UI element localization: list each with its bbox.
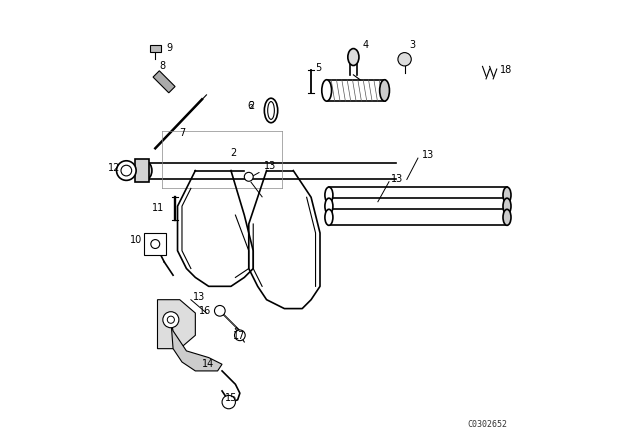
Bar [153,71,175,93]
Circle shape [151,240,160,249]
Text: 13: 13 [193,293,205,302]
Text: 6: 6 [247,101,253,111]
Bar [135,159,148,182]
Circle shape [121,165,132,176]
Circle shape [222,396,236,409]
Text: 4: 4 [362,40,369,50]
Ellipse shape [503,198,511,214]
Ellipse shape [264,98,278,123]
Text: 7: 7 [179,128,185,138]
Bar [144,233,166,255]
Bar [150,44,161,52]
Circle shape [398,52,412,66]
Text: 18: 18 [500,65,513,75]
Text: 3: 3 [409,40,415,50]
Ellipse shape [322,80,332,101]
Text: 17: 17 [233,331,246,341]
Circle shape [167,316,175,323]
Circle shape [214,306,225,316]
Ellipse shape [503,209,511,225]
Text: 15: 15 [225,393,237,403]
Text: 11: 11 [152,203,164,213]
Text: 2: 2 [248,101,254,111]
Ellipse shape [268,102,275,119]
Text: 14: 14 [202,359,214,369]
Circle shape [163,312,179,328]
Circle shape [244,172,253,181]
Text: C0302652: C0302652 [467,420,507,429]
Text: 16: 16 [198,306,211,316]
Text: 12: 12 [108,164,120,173]
Circle shape [234,330,245,340]
Text: 13: 13 [249,161,276,178]
Ellipse shape [325,209,333,225]
Text: 2: 2 [230,148,236,158]
Text: 13: 13 [391,174,403,185]
Ellipse shape [380,80,390,101]
Ellipse shape [325,198,333,214]
Polygon shape [157,300,195,349]
Text: 5: 5 [316,63,322,73]
Ellipse shape [141,162,152,179]
Text: 9: 9 [166,43,173,53]
Ellipse shape [503,187,511,203]
Ellipse shape [325,187,333,203]
Ellipse shape [348,48,359,65]
Text: 13: 13 [422,150,435,160]
Text: 10: 10 [130,235,142,245]
Text: 8: 8 [159,61,165,71]
Circle shape [116,161,136,181]
Polygon shape [171,320,222,371]
